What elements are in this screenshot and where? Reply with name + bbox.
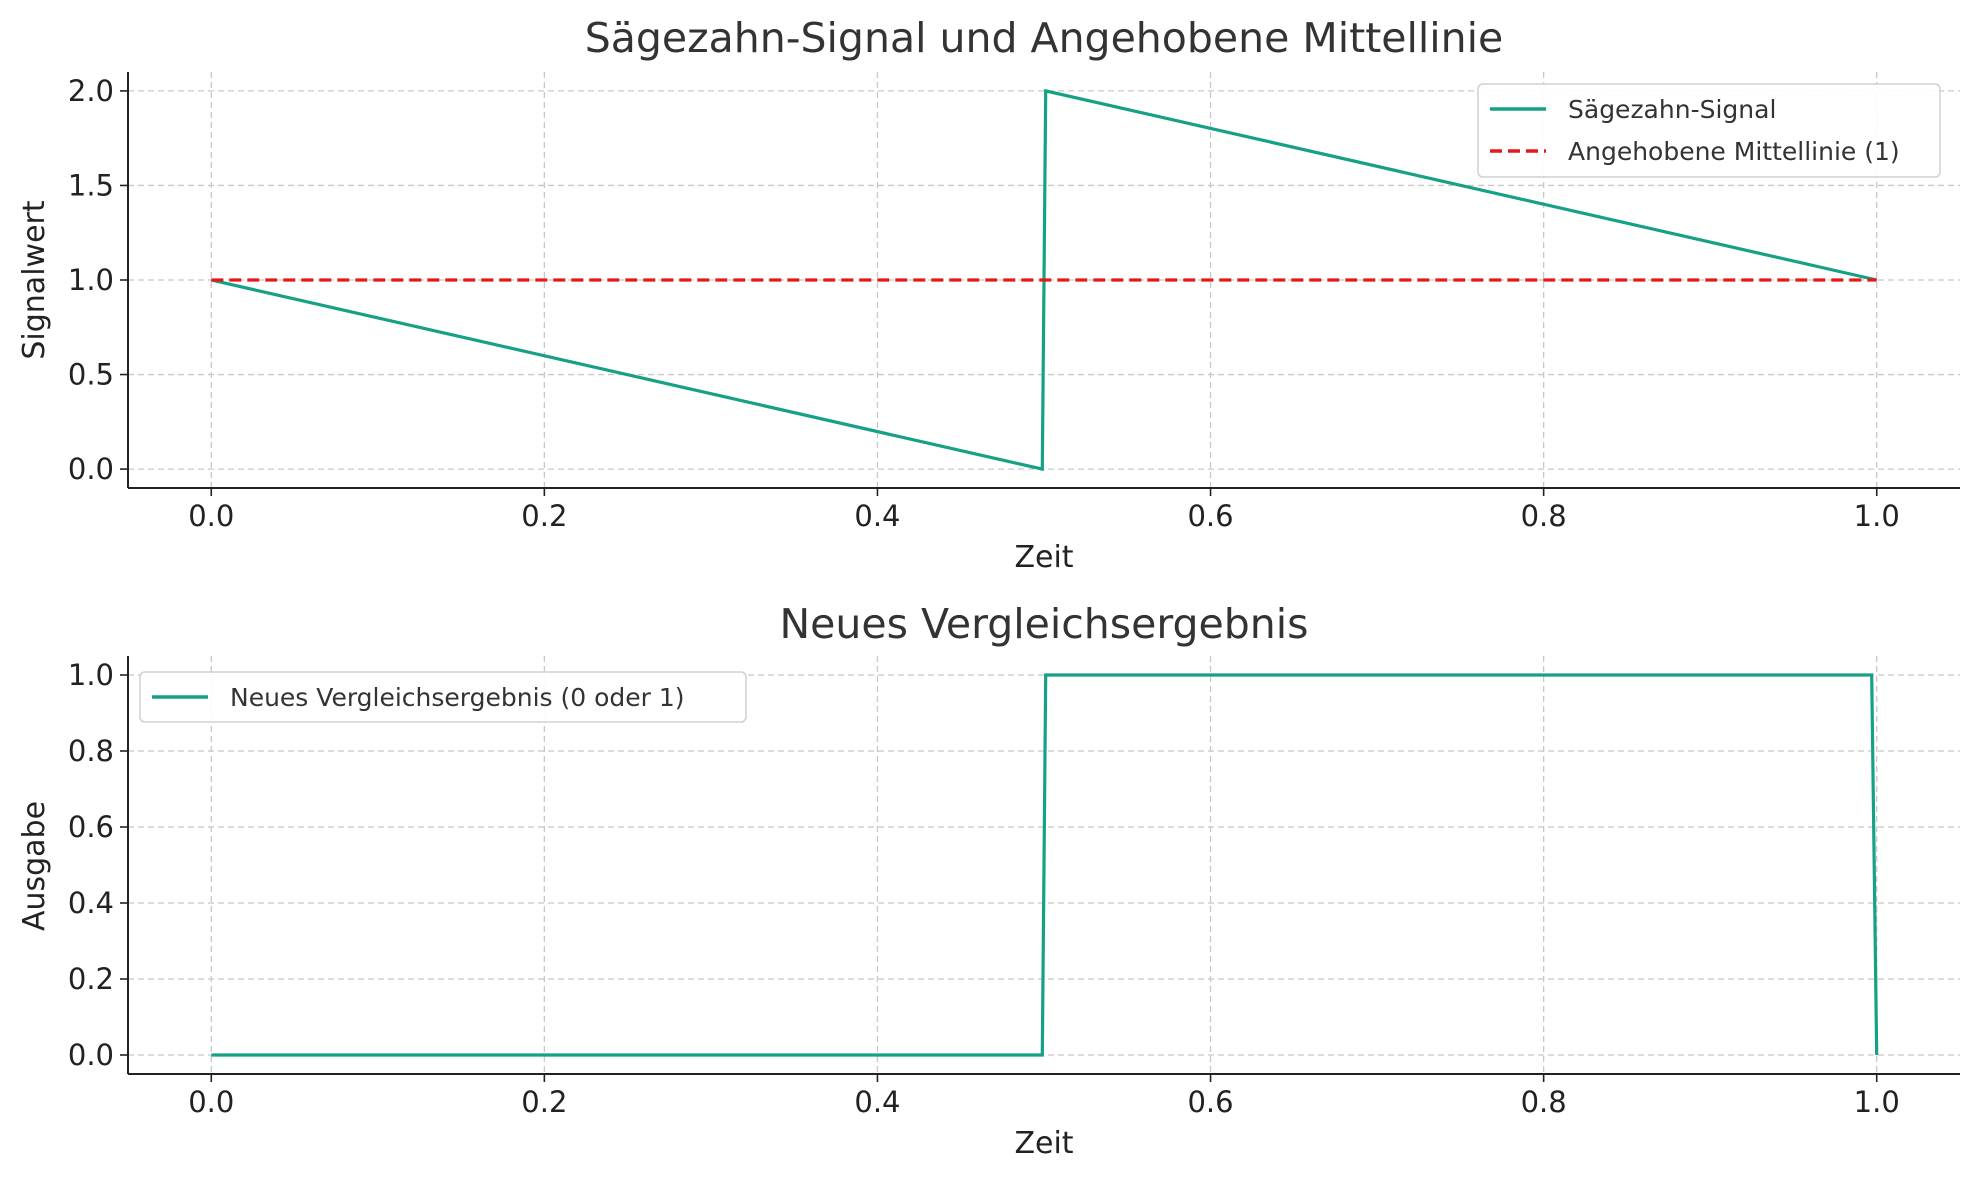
x-tick-label: 0.4 bbox=[854, 1085, 900, 1119]
x-tick-label: 1.0 bbox=[1854, 1085, 1900, 1119]
x-ticks: 0.0 0.2 0.4 0.6 0.8 1.0 bbox=[188, 488, 1900, 533]
x-tick-label: 0.6 bbox=[1187, 1085, 1233, 1119]
x-tick-label: 0.0 bbox=[188, 1085, 234, 1119]
legend-box bbox=[1477, 83, 1941, 178]
y-ticks: 0.0 0.2 0.4 0.6 0.8 1.0 bbox=[68, 658, 128, 1072]
plot-area bbox=[211, 673, 1879, 1057]
y-tick-label: 2.0 bbox=[68, 74, 114, 108]
y-tick-label: 1.5 bbox=[68, 168, 114, 202]
y-tick-label: 0.0 bbox=[68, 1038, 114, 1072]
y-tick-label: 1.0 bbox=[68, 263, 114, 297]
y-tick-label: 0.0 bbox=[68, 452, 114, 486]
y-tick-label: 0.2 bbox=[68, 962, 114, 996]
y-tick-label: 0.5 bbox=[68, 358, 114, 392]
series-line-1 bbox=[211, 673, 1879, 1057]
chart-title: Sägezahn-Signal und Angehobene Mittellin… bbox=[585, 14, 1504, 62]
x-axis-label: Zeit bbox=[1014, 1126, 1073, 1161]
x-ticks: 0.0 0.2 0.4 0.6 0.8 1.0 bbox=[188, 1074, 1900, 1119]
legend: Neues Vergleichsergebnis (0 oder 1) bbox=[139, 671, 747, 723]
y-ticks: 0.0 0.5 1.0 1.5 2.0 bbox=[68, 74, 128, 486]
x-tick-label: 0.0 bbox=[188, 499, 234, 533]
legend-box bbox=[139, 671, 747, 723]
panel-comparison: Neues Vergleichsergebnis 0.0 0.2 0.4 0.6 0.8… bbox=[17, 600, 1960, 1161]
x-tick-label: 0.2 bbox=[521, 499, 567, 533]
legend-label-sawtooth: Sägezahn-Signal bbox=[1568, 95, 1776, 124]
y-tick-label: 0.4 bbox=[68, 886, 114, 920]
legend: Sägezahn-Signal Angehobene Mittellinie (… bbox=[1477, 83, 1941, 178]
y-axis-label: Ausgabe bbox=[17, 801, 52, 931]
plot-area bbox=[210, 88, 1878, 472]
y-tick-label: 0.8 bbox=[68, 734, 114, 768]
legend-label-comparison: Neues Vergleichsergebnis (0 oder 1) bbox=[230, 683, 685, 712]
legend-label-midline: Angehobene Mittellinie (1) bbox=[1568, 137, 1900, 166]
x-tick-label: 0.8 bbox=[1521, 499, 1567, 533]
x-axis-label: Zeit bbox=[1014, 540, 1073, 575]
y-tick-label: 1.0 bbox=[68, 658, 114, 692]
y-tick-label: 0.6 bbox=[68, 810, 114, 844]
x-tick-label: 0.8 bbox=[1521, 1085, 1567, 1119]
x-tick-label: 0.2 bbox=[521, 1085, 567, 1119]
x-tick-label: 0.6 bbox=[1187, 499, 1233, 533]
panel-sawtooth: Sägezahn-Signal und Angehobene Mittellin… bbox=[17, 14, 1960, 575]
chart-title: Neues Vergleichsergebnis bbox=[779, 600, 1308, 648]
y-axis-label: Signalwert bbox=[17, 200, 52, 359]
x-tick-label: 1.0 bbox=[1854, 499, 1900, 533]
x-tick-label: 0.4 bbox=[854, 499, 900, 533]
